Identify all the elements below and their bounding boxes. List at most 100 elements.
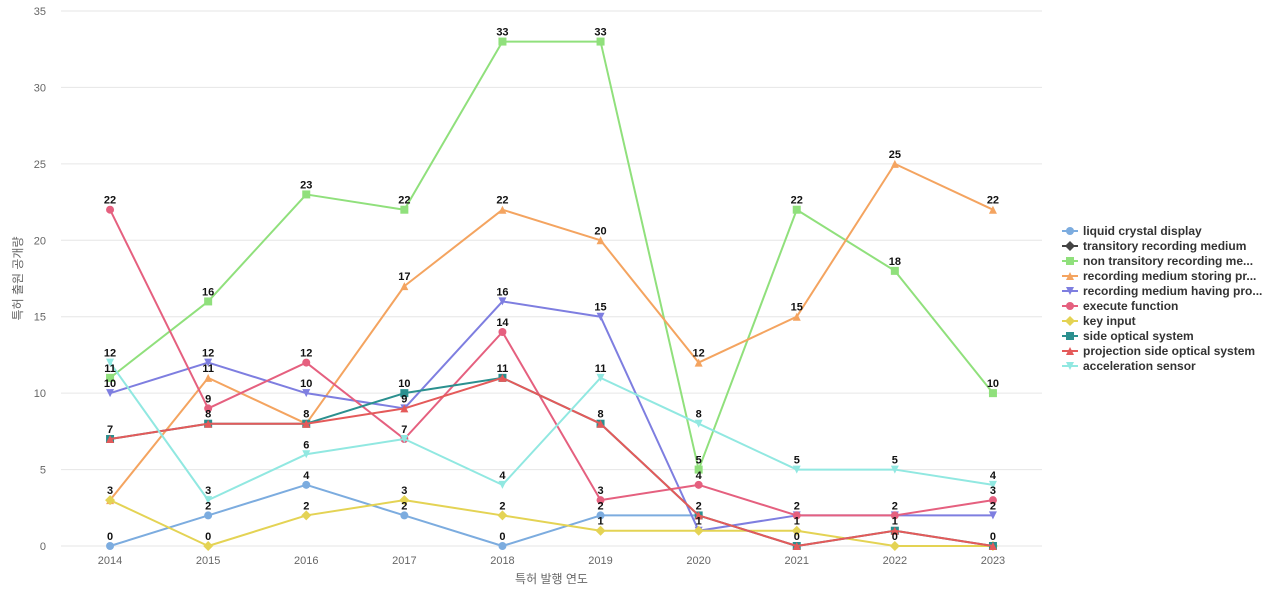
data-label: 0 [794,531,800,543]
data-label: 2 [303,500,309,512]
data-label: 33 [594,27,606,39]
data-label: 7 [401,424,407,436]
data-point [204,404,213,413]
legend-label: recording medium having pro... [1083,284,1262,298]
data-label: 1 [892,516,898,528]
data-label: 3 [990,485,996,497]
data-point [792,542,801,550]
legend-item-recording-medium-storing-pr[interactable]: recording medium storing pr... [1062,269,1256,283]
data-label: 4 [303,470,310,482]
data-point [596,37,605,46]
y-tick-label: 30 [34,82,46,94]
data-label: 2 [499,500,505,512]
series-acceleration-sensor [106,358,997,505]
data-label: 11 [497,363,509,375]
data-point [400,435,409,443]
data-label: 5 [794,455,800,467]
data-point [889,541,900,551]
data-point [106,435,115,443]
legend-item-liquid-crystal-display[interactable]: liquid crystal display [1062,224,1202,238]
legend-item-side-optical-system[interactable]: side optical system [1062,329,1194,343]
data-label: 10 [300,378,312,390]
data-point [204,373,213,382]
data-label: 9 [205,393,211,405]
legend-item-acceleration-sensor[interactable]: acceleration sensor [1062,359,1196,373]
data-label: 10 [398,378,410,390]
legend-label: recording medium storing pr... [1083,269,1256,283]
data-point [302,190,311,199]
data-point [302,389,311,398]
data-label: 2 [794,500,800,512]
data-point [694,511,703,520]
legend-item-projection-side-optical-system[interactable]: projection side optical system [1062,344,1255,358]
data-label: 5 [892,455,898,467]
data-label: 15 [791,302,803,314]
data-point [694,465,703,474]
legend-label: acceleration sensor [1083,359,1196,373]
data-label: 0 [892,531,898,543]
x-tick-label: 2022 [883,555,907,567]
data-label: 2 [205,500,211,512]
x-tick-label: 2015 [196,555,220,567]
data-point [400,511,409,520]
data-labels: 2212111073016121198320231210864222171097… [104,27,999,543]
y-tick-label: 35 [34,6,46,18]
data-label: 3 [107,485,113,497]
legend-marker [1066,332,1074,340]
x-tick-label: 2019 [588,555,612,567]
data-point [890,465,899,474]
legend-item-recording-medium-having-pro[interactable]: recording medium having pro... [1062,284,1262,298]
data-label: 15 [594,302,606,314]
legend-item-execute-function[interactable]: execute function [1062,299,1178,313]
data-label: 0 [990,531,996,543]
data-label: 11 [595,363,607,375]
x-tick-label: 2023 [981,555,1005,567]
data-point [302,450,311,459]
legend-item-key-input[interactable]: key input [1062,314,1136,328]
x-tick-label: 2016 [294,555,318,567]
data-point [204,419,213,428]
legend-label: key input [1083,314,1136,328]
data-label: 22 [496,195,508,207]
legend-label: liquid crystal display [1083,224,1202,238]
series-line [109,209,994,517]
series-line [109,40,994,471]
y-axis-title: 특허 출원 공개량 [11,237,25,321]
data-label: 10 [987,378,999,390]
data-label: 6 [303,439,309,451]
data-label: 4 [499,470,506,482]
data-label: 8 [205,409,211,421]
data-label: 4 [696,470,703,482]
data-point [204,511,213,520]
legend-marker [1065,316,1075,326]
data-label: 2 [892,500,898,512]
legend-label: transitory recording medium [1083,239,1246,253]
data-point [596,496,605,505]
data-label: 3 [401,485,407,497]
data-label: 8 [597,409,603,421]
data-point [596,236,605,245]
y-tick-label: 25 [34,159,46,171]
legend-marker [1066,287,1074,295]
data-label: 22 [104,195,116,207]
data-label: 23 [300,179,312,191]
legend-item-non-transitory-recording-me[interactable]: non transitory recording me... [1062,254,1253,268]
data-label: 16 [496,286,508,298]
data-point [498,328,507,336]
series-lines [105,37,998,551]
data-point [792,312,801,321]
data-point [498,373,507,382]
legend-marker [1066,272,1074,280]
data-point [792,511,801,520]
legend-marker [1066,227,1074,235]
data-point [302,419,311,428]
y-tick-label: 0 [40,541,46,553]
data-point [301,510,312,521]
legend-label: execute function [1083,299,1178,313]
series-execute-function [106,205,997,520]
legend-item-transitory-recording-medium[interactable]: transitory recording medium [1062,239,1246,253]
data-label: 17 [398,271,410,283]
data-point [596,419,605,428]
